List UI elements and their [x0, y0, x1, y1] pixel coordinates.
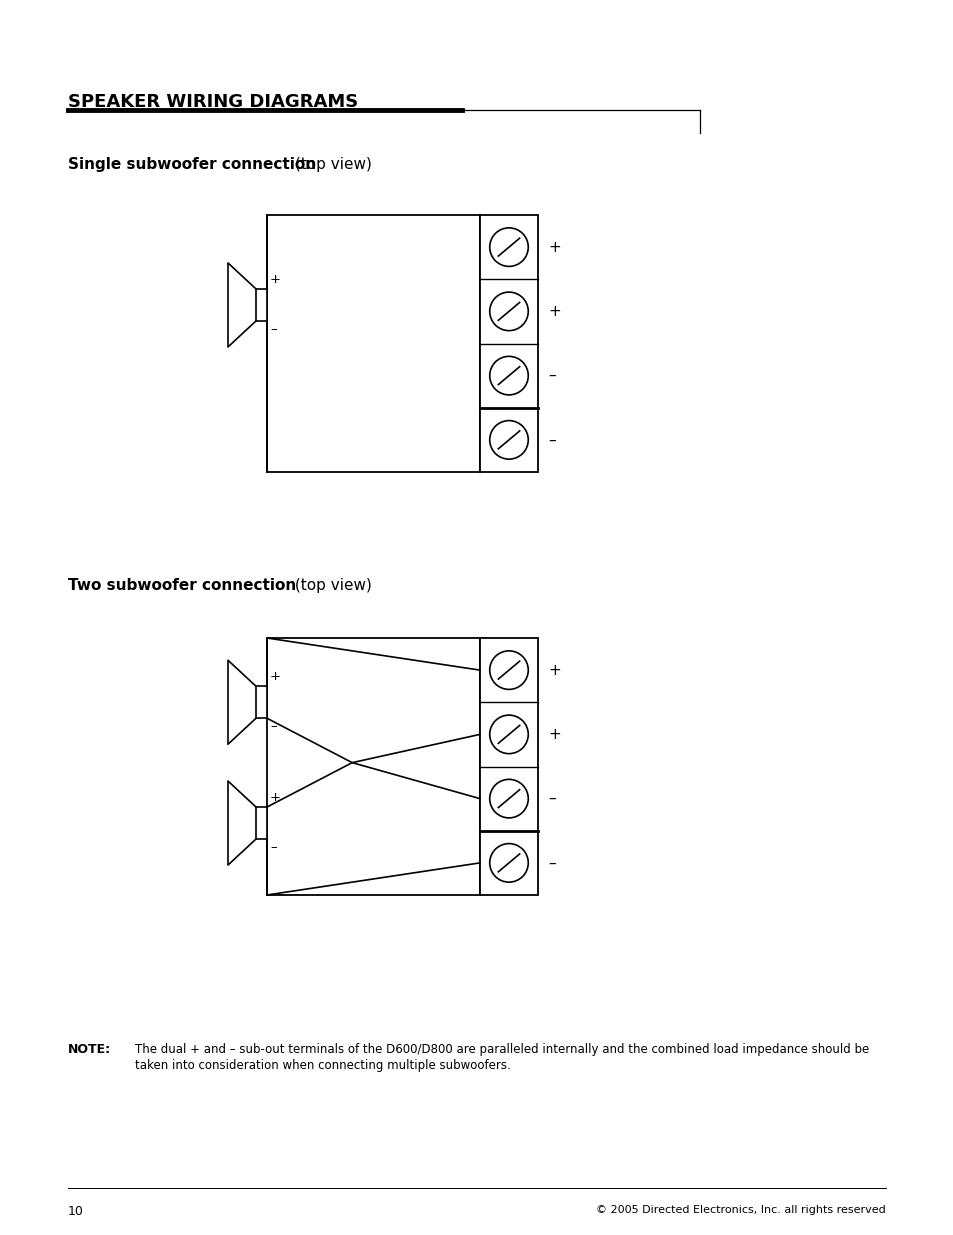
- Text: –: –: [270, 841, 276, 855]
- Bar: [479, 638, 537, 895]
- Text: –: –: [547, 792, 555, 806]
- Text: 10: 10: [68, 1205, 84, 1218]
- Text: Two subwoofer connection: Two subwoofer connection: [68, 578, 296, 593]
- Text: +: +: [547, 727, 560, 742]
- Bar: [255, 289, 267, 321]
- Bar: [479, 215, 537, 472]
- Circle shape: [489, 651, 528, 689]
- Text: +: +: [270, 671, 281, 683]
- Text: © 2005 Directed Electronics, Inc. all rights reserved: © 2005 Directed Electronics, Inc. all ri…: [596, 1205, 885, 1215]
- Text: +: +: [547, 304, 560, 319]
- Text: +: +: [270, 273, 281, 287]
- Text: (top view): (top view): [290, 157, 372, 172]
- Text: –: –: [547, 856, 555, 871]
- Bar: [255, 806, 267, 839]
- Text: –: –: [270, 720, 276, 734]
- Circle shape: [489, 715, 528, 753]
- Text: –: –: [547, 432, 555, 447]
- Circle shape: [489, 421, 528, 459]
- Text: SPEAKER WIRING DIAGRAMS: SPEAKER WIRING DIAGRAMS: [68, 93, 358, 111]
- Text: +: +: [547, 663, 560, 678]
- Text: The dual + and – sub-out terminals of the D600/D800 are paralleled internally an: The dual + and – sub-out terminals of th…: [135, 1044, 868, 1056]
- Text: taken into consideration when connecting multiple subwoofers.: taken into consideration when connecting…: [135, 1058, 510, 1072]
- Circle shape: [489, 779, 528, 818]
- Bar: [267, 215, 479, 472]
- Text: (top view): (top view): [290, 578, 372, 593]
- Text: –: –: [547, 368, 555, 383]
- Text: NOTE:: NOTE:: [68, 1044, 111, 1056]
- Bar: [255, 687, 267, 719]
- Circle shape: [489, 357, 528, 395]
- Text: –: –: [270, 322, 276, 336]
- Circle shape: [489, 293, 528, 331]
- Text: +: +: [270, 792, 281, 804]
- Bar: [267, 638, 479, 895]
- Text: Single subwoofer connection: Single subwoofer connection: [68, 157, 315, 172]
- Circle shape: [489, 227, 528, 267]
- Text: +: +: [547, 240, 560, 254]
- Circle shape: [489, 844, 528, 882]
